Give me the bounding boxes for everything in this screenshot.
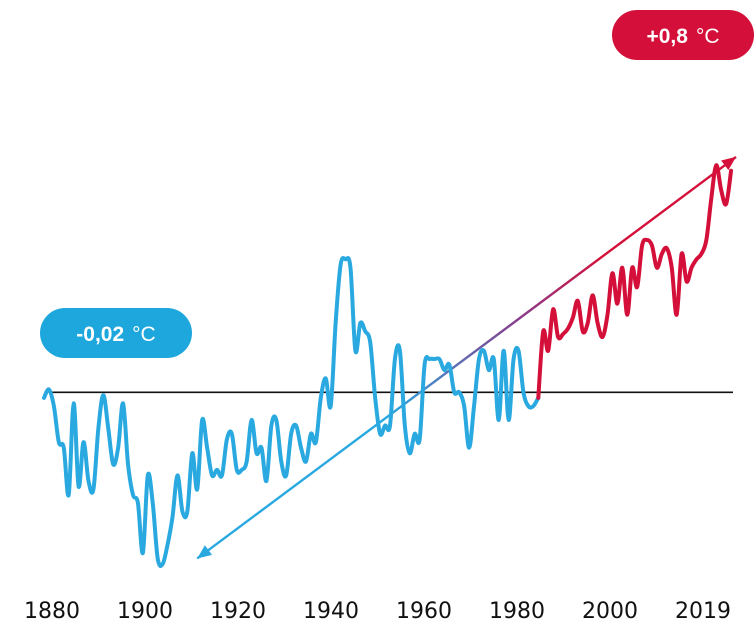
series-line-1980-2019 [536,163,734,400]
x-tick-label: 1960 [396,599,452,624]
x-axis-ticks: 1880 1900 1920 1940 1960 1980 2000 2019 [24,599,731,624]
trend-line [196,155,737,560]
x-tick-label: 1920 [210,599,266,624]
x-tick-label: 2019 [675,599,731,624]
x-tick-label: 2000 [582,599,638,624]
start-annotation-badge: -0,02 °C [40,308,192,358]
x-tick-label: 1900 [117,599,173,624]
end-badge-bg [612,10,754,60]
series-lines [42,163,734,568]
end-badge-text: +0,8 °C [646,25,719,48]
x-tick-label: 1980 [489,599,545,624]
series-line-1880-1980 [42,256,541,568]
end-annotation-badge: +0,8 °C [612,10,754,60]
start-badge-text: -0,02 °C [76,323,155,346]
trend-arrow [196,155,737,560]
start-badge-bg [40,308,192,358]
x-tick-label: 1880 [24,599,80,624]
trend-arrowhead [721,156,736,171]
trend-arrowtail [197,545,213,559]
x-tick-label: 1940 [303,599,359,624]
